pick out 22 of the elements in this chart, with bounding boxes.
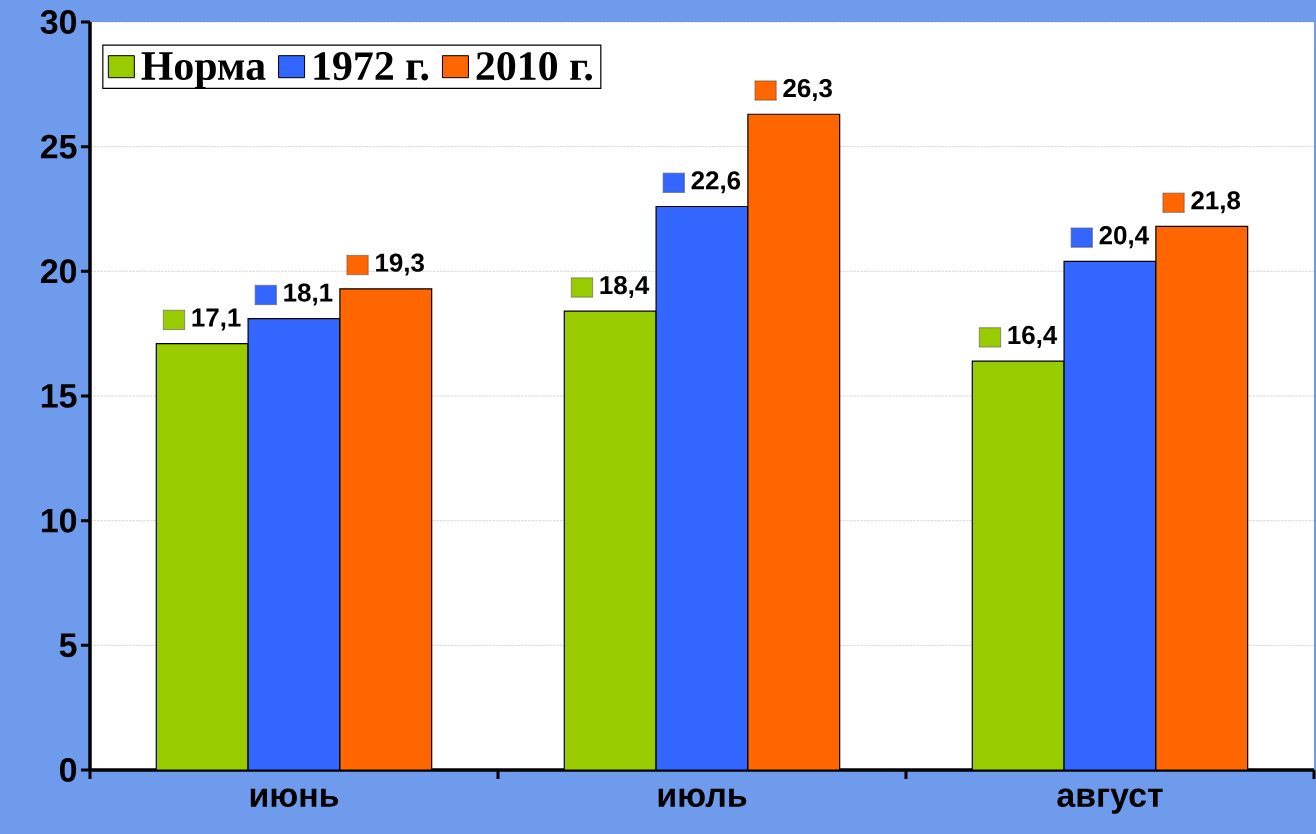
y-tick-label: 30 xyxy=(40,9,77,35)
data-label: 20,4 xyxy=(1099,226,1149,249)
y-tick-label: 20 xyxy=(40,259,77,284)
x-tick-label: июль xyxy=(658,788,747,808)
y-tick-label: 25 xyxy=(40,134,77,159)
data-label: 18,1 xyxy=(284,283,333,306)
data-label: 19,3 xyxy=(376,253,424,276)
data-label: 26,3 xyxy=(783,78,832,102)
x-tick-label: август xyxy=(1057,788,1163,814)
legend-label: 1972 г. xyxy=(314,52,429,81)
y-tick-label: 15 xyxy=(41,384,77,408)
legend-label: Норма xyxy=(141,52,266,89)
data-label: 16,4 xyxy=(1008,325,1058,348)
y-tick-label: 10 xyxy=(41,508,77,533)
y-tick-label: 0 xyxy=(59,758,77,782)
y-tick-label: 5 xyxy=(59,633,77,658)
data-label: 21,8 xyxy=(1191,191,1241,214)
data-label: 18,4 xyxy=(600,275,650,299)
data-label: 17,1 xyxy=(192,308,241,331)
data-label: 22,6 xyxy=(691,171,741,194)
legend-label: 2010 г. xyxy=(476,52,593,81)
x-tick-label: июнь xyxy=(250,788,339,808)
